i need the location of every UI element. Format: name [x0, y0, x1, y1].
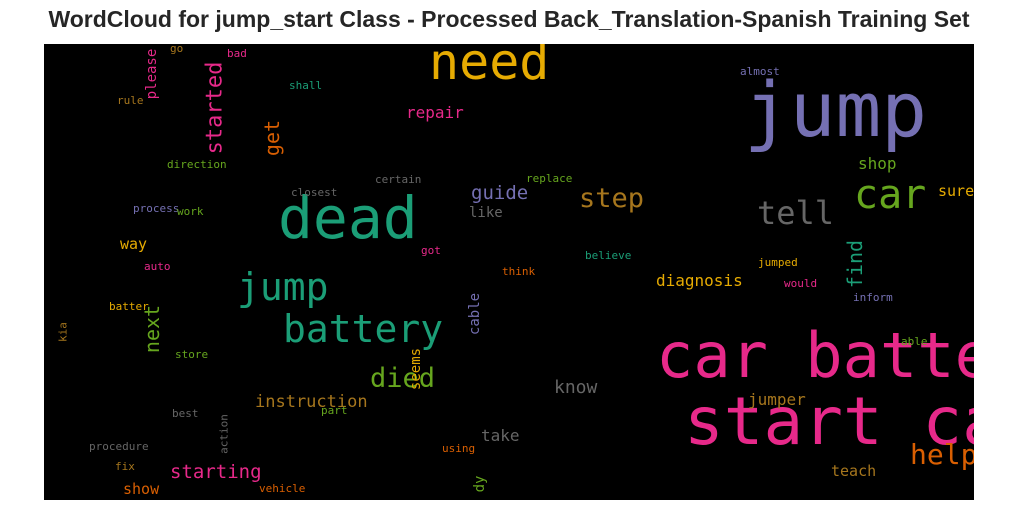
- word-action: action: [218, 414, 231, 454]
- word-able: able: [901, 335, 928, 348]
- word-part: part: [321, 404, 348, 417]
- word-auto: auto: [144, 260, 171, 273]
- word-way: way: [120, 235, 147, 253]
- chart-title: WordCloud for jump_start Class - Process…: [48, 6, 970, 32]
- word-direction: direction: [167, 158, 227, 171]
- word-process: process: [133, 202, 179, 215]
- word-kia: kia: [57, 322, 70, 342]
- word-get: get: [260, 120, 284, 156]
- word-guide: guide: [471, 182, 528, 204]
- word-start-car: start car: [684, 383, 974, 460]
- word-diagnosis: diagnosis: [656, 271, 743, 290]
- wordcloud-canvas: jump startcar batterystart cardeadneedba…: [44, 44, 974, 500]
- word-jump-start: jump start: [744, 65, 974, 154]
- word-please: please: [144, 49, 160, 100]
- word-replace: replace: [526, 172, 572, 185]
- word-bad: bad: [227, 47, 247, 60]
- word-rule: rule: [117, 94, 144, 107]
- word-starting: starting: [170, 461, 262, 483]
- word-help: help: [910, 438, 974, 471]
- word-vehicle: vehicle: [259, 482, 305, 495]
- word-next: next: [140, 305, 164, 353]
- word-certain: certain: [375, 173, 421, 186]
- word-tell: tell: [757, 194, 834, 232]
- word-cable: cable: [467, 293, 483, 335]
- word-inform: inform: [853, 291, 893, 304]
- word-dy: dy: [472, 476, 488, 493]
- word-know: know: [554, 377, 598, 398]
- word-fix: fix: [115, 460, 135, 473]
- word-teach: teach: [831, 462, 876, 480]
- word-instruction: instruction: [255, 392, 368, 412]
- word-show: show: [123, 480, 160, 498]
- word-find: find: [843, 240, 867, 288]
- wordcloud-svg: jump startcar batterystart cardeadneedba…: [57, 44, 975, 498]
- word-would: would: [784, 277, 817, 290]
- word-step: step: [579, 183, 644, 214]
- word-closest: closest: [291, 186, 337, 199]
- word-procedure: procedure: [89, 440, 149, 453]
- word-need: need: [429, 44, 549, 91]
- word-got: got: [421, 244, 441, 257]
- word-jumped: jumped: [758, 256, 798, 269]
- word-car: car: [854, 172, 926, 218]
- word-shop: shop: [858, 154, 897, 173]
- word-like: like: [469, 205, 503, 221]
- word-work: work: [177, 205, 204, 218]
- word-died: died: [370, 363, 435, 394]
- word-started: started: [203, 62, 228, 155]
- word-seems: seems: [408, 348, 424, 390]
- word-car-battery: car battery: [656, 319, 974, 392]
- word-jump: jump: [237, 265, 329, 309]
- word-believe: believe: [585, 249, 631, 262]
- word-battery: battery: [283, 307, 443, 351]
- word-almost: almost: [740, 65, 780, 78]
- word-jumper: jumper: [748, 390, 806, 409]
- word-batter: batter: [109, 300, 149, 313]
- word-using: using: [442, 442, 475, 455]
- word-dead: dead: [278, 184, 418, 252]
- word-take: take: [481, 426, 520, 445]
- word-best: best: [172, 407, 199, 420]
- word-sure: sure: [938, 182, 974, 200]
- word-think: think: [502, 265, 535, 278]
- word-go: go: [170, 44, 183, 55]
- word-shall: shall: [289, 79, 322, 92]
- word-store: store: [175, 348, 208, 361]
- word-repair: repair: [406, 103, 464, 122]
